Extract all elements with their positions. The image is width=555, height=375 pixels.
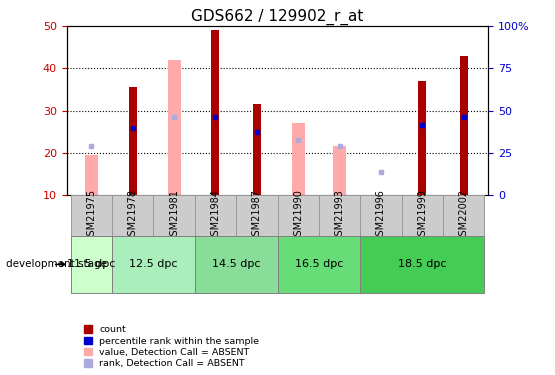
Bar xyxy=(236,195,278,236)
Text: GSM21987: GSM21987 xyxy=(252,189,262,242)
Bar xyxy=(85,155,98,195)
Title: GDS662 / 129902_r_at: GDS662 / 129902_r_at xyxy=(191,9,364,25)
Bar xyxy=(211,30,219,195)
Bar xyxy=(278,236,360,292)
Bar xyxy=(418,81,426,195)
Bar xyxy=(112,195,153,236)
Bar xyxy=(195,195,236,236)
Text: GSM21993: GSM21993 xyxy=(335,189,345,242)
Text: GSM21984: GSM21984 xyxy=(210,189,220,242)
Text: GSM21975: GSM21975 xyxy=(87,189,97,242)
Bar xyxy=(402,195,443,236)
Text: 16.5 dpc: 16.5 dpc xyxy=(295,260,343,269)
Bar xyxy=(112,236,195,292)
Text: GSM21981: GSM21981 xyxy=(169,189,179,242)
Bar xyxy=(443,195,485,236)
Bar xyxy=(360,236,485,292)
Text: 11.5 dpc: 11.5 dpc xyxy=(67,260,115,269)
Text: 14.5 dpc: 14.5 dpc xyxy=(212,260,260,269)
Bar xyxy=(129,87,137,195)
Text: GSM21999: GSM21999 xyxy=(417,189,427,242)
Bar xyxy=(360,195,402,236)
Bar xyxy=(253,104,261,195)
Bar xyxy=(292,123,305,195)
Bar xyxy=(195,236,278,292)
Bar xyxy=(460,56,467,195)
Bar xyxy=(70,236,112,292)
Legend: count, percentile rank within the sample, value, Detection Call = ABSENT, rank, : count, percentile rank within the sample… xyxy=(83,323,261,370)
Text: 18.5 dpc: 18.5 dpc xyxy=(398,260,446,269)
Bar xyxy=(319,195,360,236)
Text: GSM21978: GSM21978 xyxy=(128,189,138,242)
Text: GSM21990: GSM21990 xyxy=(293,189,303,242)
Bar xyxy=(70,195,112,236)
Text: 12.5 dpc: 12.5 dpc xyxy=(129,260,178,269)
Bar xyxy=(168,60,180,195)
Bar xyxy=(333,147,346,195)
Text: development stage: development stage xyxy=(6,260,107,269)
Bar xyxy=(153,195,195,236)
Bar xyxy=(278,195,319,236)
Text: GSM22002: GSM22002 xyxy=(458,189,468,242)
Text: GSM21996: GSM21996 xyxy=(376,189,386,242)
